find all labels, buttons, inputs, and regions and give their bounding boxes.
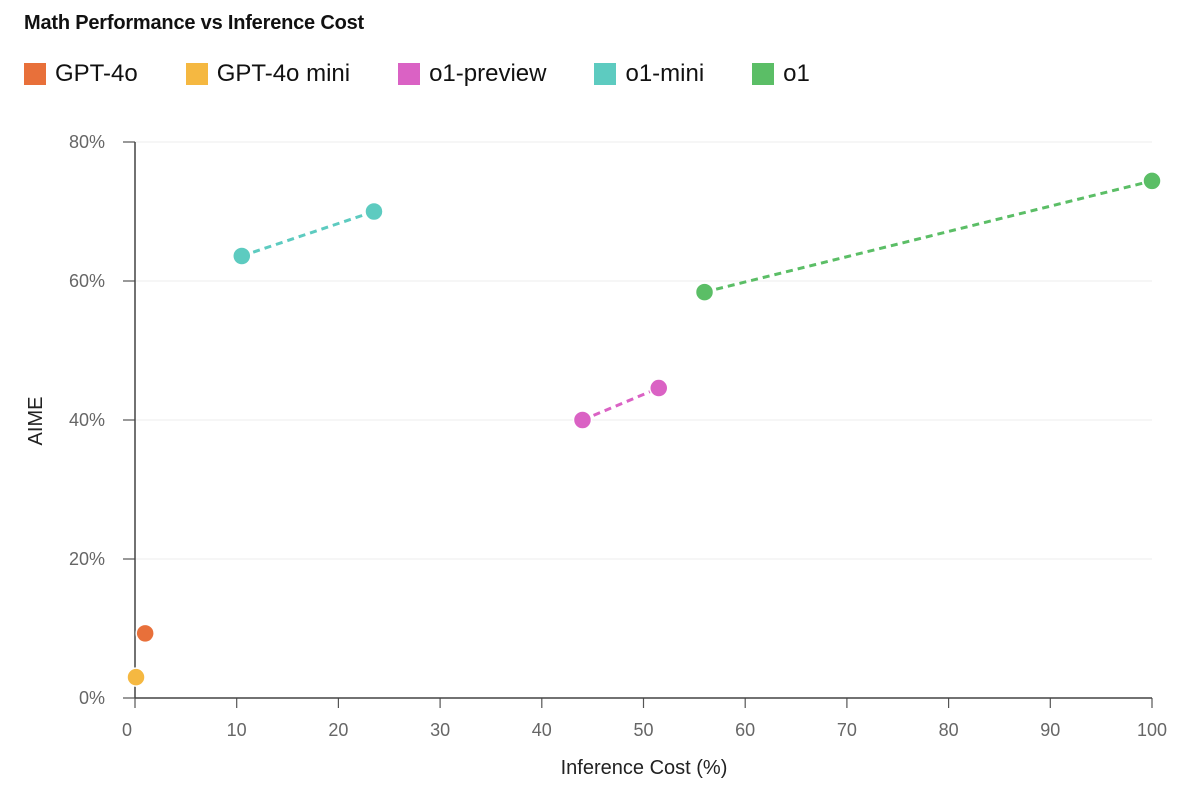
series-lines [241, 179, 1153, 422]
legend-swatch [398, 63, 421, 85]
data-point[interactable] [1142, 171, 1162, 191]
grid-lines [135, 141, 1152, 560]
y-tick-label: 20% [69, 549, 105, 569]
x-tick-label: 70 [837, 720, 857, 740]
data-point[interactable] [649, 378, 669, 398]
data-point[interactable] [572, 410, 593, 430]
chart-title: Math Performance vs Inference Cost [24, 12, 364, 34]
y-tick-label: 40% [69, 410, 105, 430]
legend-label: o1-mini [625, 60, 705, 87]
y-tick-label: 0% [79, 688, 105, 708]
x-tick-label: 20 [328, 720, 348, 740]
y-tick-label: 60% [69, 271, 105, 291]
legend-swatch [185, 63, 208, 85]
legend-label: GPT-4o mini [216, 60, 351, 87]
x-axis-label: Inference Cost (%) [561, 757, 728, 779]
series-points [126, 171, 1162, 687]
data-point[interactable] [232, 246, 252, 266]
legend-label: GPT-4o [55, 60, 138, 87]
x-tick-label: 40 [532, 720, 552, 740]
legend-swatch [594, 63, 617, 85]
y-tick-label: 80% [69, 132, 105, 152]
y-axis-label: AIME [25, 397, 47, 446]
axes [123, 141, 1153, 708]
data-point[interactable] [126, 667, 146, 687]
tick-labels: 0% 20% 40% 60% 80% 0 10 20 30 40 50 60 70 80 90 100 [69, 132, 1167, 740]
legend-swatch [752, 63, 775, 85]
x-tick-label: 60 [735, 720, 755, 740]
x-tick-label: 30 [430, 720, 450, 740]
data-point[interactable] [135, 623, 155, 644]
legend-item[interactable]: o1-preview [398, 60, 546, 88]
data-point[interactable] [694, 282, 715, 302]
legend-swatch [24, 63, 46, 85]
x-tick-label: 0 [122, 720, 132, 740]
legend-label: o1 [783, 60, 810, 87]
legend-item[interactable]: o1 [752, 60, 810, 88]
series-line [241, 210, 375, 258]
x-tick-label: 50 [633, 720, 653, 740]
chart-legend: GPT-4o GPT-4o mini o1-preview o1-mini o1 [24, 60, 858, 88]
x-tick-label: 10 [227, 720, 247, 740]
legend-item[interactable]: o1-mini [594, 60, 704, 88]
legend-item[interactable]: GPT-4o mini [185, 60, 351, 88]
series-line [704, 179, 1153, 294]
x-tick-label: 80 [939, 720, 959, 740]
series-line [581, 386, 660, 422]
legend-item[interactable]: GPT-4o [24, 60, 138, 88]
data-point[interactable] [364, 201, 384, 222]
x-tick-label: 90 [1040, 720, 1060, 740]
x-tick-label: 100 [1137, 720, 1167, 740]
legend-label: o1-preview [429, 60, 547, 87]
